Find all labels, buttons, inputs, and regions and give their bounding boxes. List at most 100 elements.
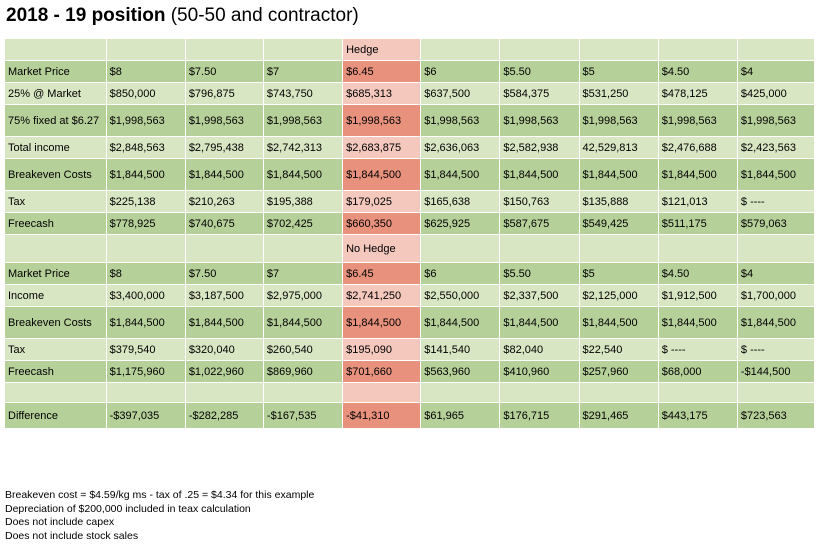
table-cell: $7.50 xyxy=(184,262,264,285)
table-cell: $141,540 xyxy=(420,338,501,361)
table-cell: $2,741,250 xyxy=(342,284,422,307)
empty-cell xyxy=(105,382,186,403)
table-cell: $625,925 xyxy=(420,212,501,235)
note-capex: Does not include capex xyxy=(5,516,115,528)
table-cell: $1,998,563 xyxy=(342,104,422,137)
table-cell: $ ---- xyxy=(657,338,738,361)
table-row: Tax $379,540 $320,040 $260,540 $195,090 $141,… xyxy=(4,338,816,361)
table-cell: $1,022,960 xyxy=(184,360,264,383)
table-cell: $5.50 xyxy=(499,262,580,285)
table-row: Market Price $8 $7.50 $7 $6.45 $6 $5.50 $5 $4.50… xyxy=(4,60,816,83)
table-cell: $1,844,500 xyxy=(184,158,264,191)
table-cell: $1,844,500 xyxy=(657,158,738,191)
row-label: Freecash xyxy=(4,212,107,235)
table-cell: $2,125,000 xyxy=(578,284,659,307)
table-cell: $1,700,000 xyxy=(736,284,816,307)
row-label: Total income xyxy=(4,136,107,159)
empty-cell xyxy=(657,38,738,61)
table-cell: $82,040 xyxy=(499,338,580,361)
empty-cell xyxy=(105,38,186,61)
hedge-section-row: Hedge xyxy=(4,38,816,61)
table-cell: $584,375 xyxy=(499,82,580,105)
table-cell: $2,742,313 xyxy=(262,136,344,159)
table-cell: $740,675 xyxy=(184,212,264,235)
table-cell: $1,844,500 xyxy=(420,158,501,191)
empty-cell xyxy=(657,382,738,403)
table-cell: $2,636,063 xyxy=(420,136,501,159)
row-label: Difference xyxy=(4,402,107,429)
table-cell: $1,844,500 xyxy=(184,306,264,339)
table-cell: $291,465 xyxy=(578,402,659,429)
table-cell: -$41,310 xyxy=(342,402,422,429)
table-cell: $2,550,000 xyxy=(420,284,501,307)
table-cell: $257,960 xyxy=(578,360,659,383)
table-cell: $1,998,563 xyxy=(736,104,816,137)
table-cell: $685,313 xyxy=(342,82,422,105)
empty-cell xyxy=(736,382,816,403)
table-cell: $7.50 xyxy=(184,60,264,83)
table-row: 25% @ Market $850,000 $796,875 $743,750 $685… xyxy=(4,82,816,105)
table-cell: $379,540 xyxy=(105,338,186,361)
table-cell: $8 xyxy=(105,60,186,83)
table-cell: $5.50 xyxy=(499,60,580,83)
table-cell: $5 xyxy=(578,262,659,285)
table-cell: $7 xyxy=(262,262,344,285)
row-label: Tax xyxy=(4,338,107,361)
table-cell: $1,844,500 xyxy=(420,306,501,339)
empty-cell xyxy=(578,234,659,263)
table-cell: $425,000 xyxy=(736,82,816,105)
table-cell: $3,400,000 xyxy=(105,284,186,307)
empty-cell xyxy=(262,38,344,61)
empty-cell xyxy=(184,234,264,263)
table-cell: $1,844,500 xyxy=(736,158,816,191)
empty-cell xyxy=(499,38,580,61)
empty-cell xyxy=(262,234,344,263)
empty-cell xyxy=(420,382,501,403)
table-cell: $4.50 xyxy=(657,262,738,285)
empty-cell xyxy=(578,38,659,61)
empty-cell xyxy=(4,382,107,403)
table-cell: $2,582,938 xyxy=(499,136,580,159)
table-cell: $22,540 xyxy=(578,338,659,361)
empty-cell xyxy=(657,234,738,263)
table-cell: -$167,535 xyxy=(262,402,344,429)
row-label: Breakeven Costs xyxy=(4,306,107,339)
table-row: Freecash $1,175,960 $1,022,960 $869,960 $701… xyxy=(4,360,816,383)
table-cell: $7 xyxy=(262,60,344,83)
row-label: 25% @ Market xyxy=(4,82,107,105)
table-cell: $2,423,563 xyxy=(736,136,816,159)
table-cell: $587,675 xyxy=(499,212,580,235)
table-cell: $179,025 xyxy=(342,190,422,213)
title-subtitle: (50-50 and contractor) xyxy=(165,5,359,26)
empty-cell xyxy=(420,234,501,263)
table-cell: $549,425 xyxy=(578,212,659,235)
table-cell: $4 xyxy=(736,60,816,83)
table-row: Breakeven Costs $1,844,500 $1,844,500 $1,84… xyxy=(4,306,816,339)
table-cell: $61,965 xyxy=(420,402,501,429)
empty-cell xyxy=(262,382,344,403)
table-cell: $2,975,000 xyxy=(262,284,344,307)
table-cell: $1,912,500 xyxy=(657,284,738,307)
table-cell: -$144,500 xyxy=(736,360,816,383)
table-cell: $1,844,500 xyxy=(657,306,738,339)
table-cell: $743,750 xyxy=(262,82,344,105)
table-cell: $778,925 xyxy=(105,212,186,235)
table-cell: $701,660 xyxy=(342,360,422,383)
table-cell: $320,040 xyxy=(184,338,264,361)
table-cell: $1,844,500 xyxy=(578,306,659,339)
row-label: Market Price xyxy=(4,262,107,285)
table-cell: $210,263 xyxy=(184,190,264,213)
table-cell: $1,844,500 xyxy=(262,158,344,191)
row-label: Tax xyxy=(4,190,107,213)
table-cell: $1,844,500 xyxy=(499,158,580,191)
table-cell: $660,350 xyxy=(342,212,422,235)
table-row: Breakeven Costs $1,844,500 $1,844,500 $1,84… xyxy=(4,158,816,191)
table-cell: $1,998,563 xyxy=(420,104,501,137)
no-hedge-section-row: No Hedge xyxy=(4,234,816,263)
empty-cell xyxy=(420,38,501,61)
table-cell: $1,844,500 xyxy=(342,306,422,339)
table-cell: $121,013 xyxy=(657,190,738,213)
row-label: Income xyxy=(4,284,107,307)
row-label: Breakeven Costs xyxy=(4,158,107,191)
table-cell: $2,476,688 xyxy=(657,136,738,159)
